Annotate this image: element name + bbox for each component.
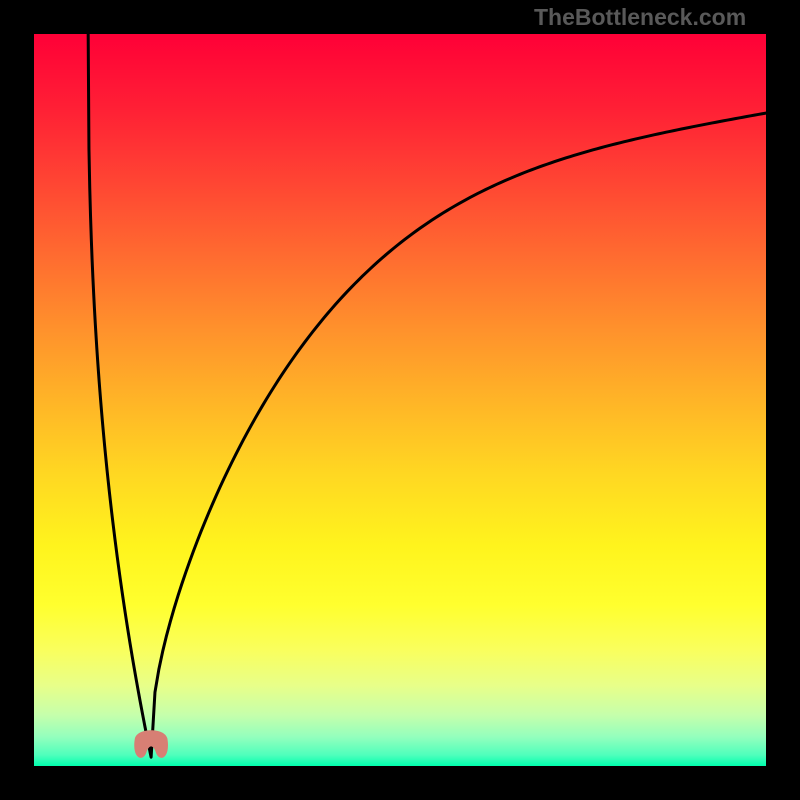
gradient-background bbox=[34, 34, 766, 766]
watermark-text: TheBottleneck.com bbox=[534, 4, 746, 31]
chart-svg bbox=[34, 34, 766, 766]
chart-plot-area bbox=[34, 34, 766, 766]
